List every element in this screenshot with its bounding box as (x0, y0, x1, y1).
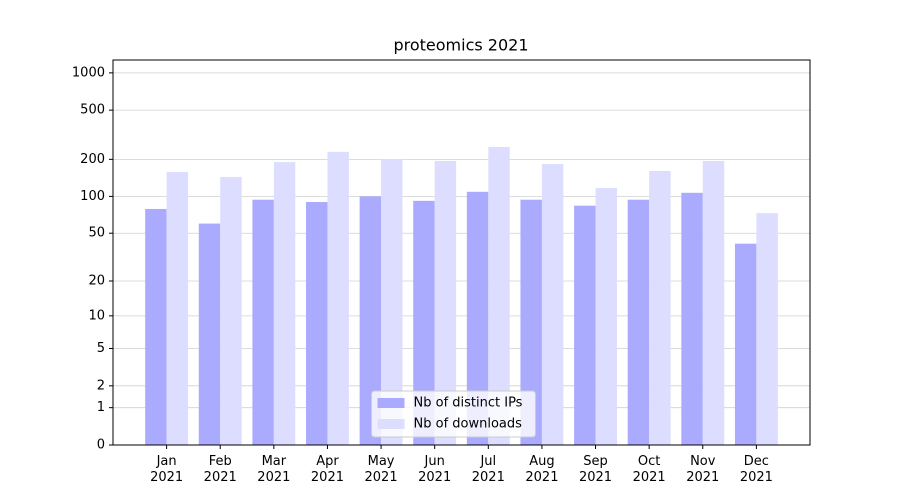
bar (359, 196, 382, 445)
legend-swatch (377, 419, 405, 429)
bar (466, 191, 489, 445)
bar (327, 151, 349, 445)
bar (381, 159, 403, 445)
x-tick-label: Jan 2021 (150, 454, 183, 485)
x-tick-label: Oct 2021 (633, 454, 666, 485)
bar (273, 162, 296, 446)
y-tick-label: 100 (80, 189, 105, 204)
y-tick-label: 500 (80, 103, 105, 118)
x-tick-label: Feb 2021 (204, 454, 237, 485)
plot-frame (112, 59, 811, 446)
y-tick-label: 1000 (72, 65, 105, 80)
bar (306, 202, 328, 445)
y-tick-label: 0 (97, 438, 105, 453)
bar (756, 213, 778, 445)
bar (734, 243, 757, 445)
y-tick-label: 5 (97, 341, 105, 356)
x-tick-label: Sep 2021 (579, 454, 612, 485)
bar (520, 199, 542, 445)
x-tick-label: Jul 2021 (472, 454, 505, 485)
bar (166, 171, 189, 445)
x-tick-label: Nov 2021 (686, 454, 719, 485)
bar (252, 199, 274, 445)
x-tick-label: Mar 2021 (257, 454, 290, 485)
legend-label: Nb of downloads (414, 417, 523, 432)
x-tick-label: Apr 2021 (311, 454, 344, 485)
bar (574, 205, 596, 445)
bar (541, 164, 564, 445)
bar (434, 160, 457, 446)
legend-box (371, 390, 536, 438)
bar (198, 223, 221, 445)
x-tick-label: Dec 2021 (740, 454, 773, 485)
bar (413, 200, 435, 445)
x-tick-label: May 2021 (365, 454, 398, 485)
bar (220, 176, 242, 445)
bar (702, 160, 725, 446)
bar (627, 199, 650, 445)
y-tick-label: 10 (88, 308, 105, 323)
bar (681, 192, 703, 445)
x-tick-label: Jun 2021 (418, 454, 451, 485)
y-tick-label: 2 (97, 378, 105, 393)
legend-swatch (377, 398, 405, 408)
y-tick-label: 1 (97, 400, 105, 415)
y-tick-label: 20 (88, 274, 105, 289)
legend-label: Nb of distinct IPs (414, 396, 523, 411)
y-tick-label: 50 (88, 226, 105, 241)
chart-title: proteomics 2021 (393, 36, 528, 55)
y-tick-label: 200 (80, 152, 105, 167)
x-tick-label: Aug 2021 (525, 454, 558, 485)
bar (145, 208, 167, 445)
bar (649, 170, 671, 445)
bar (488, 146, 510, 445)
bar (595, 188, 617, 445)
